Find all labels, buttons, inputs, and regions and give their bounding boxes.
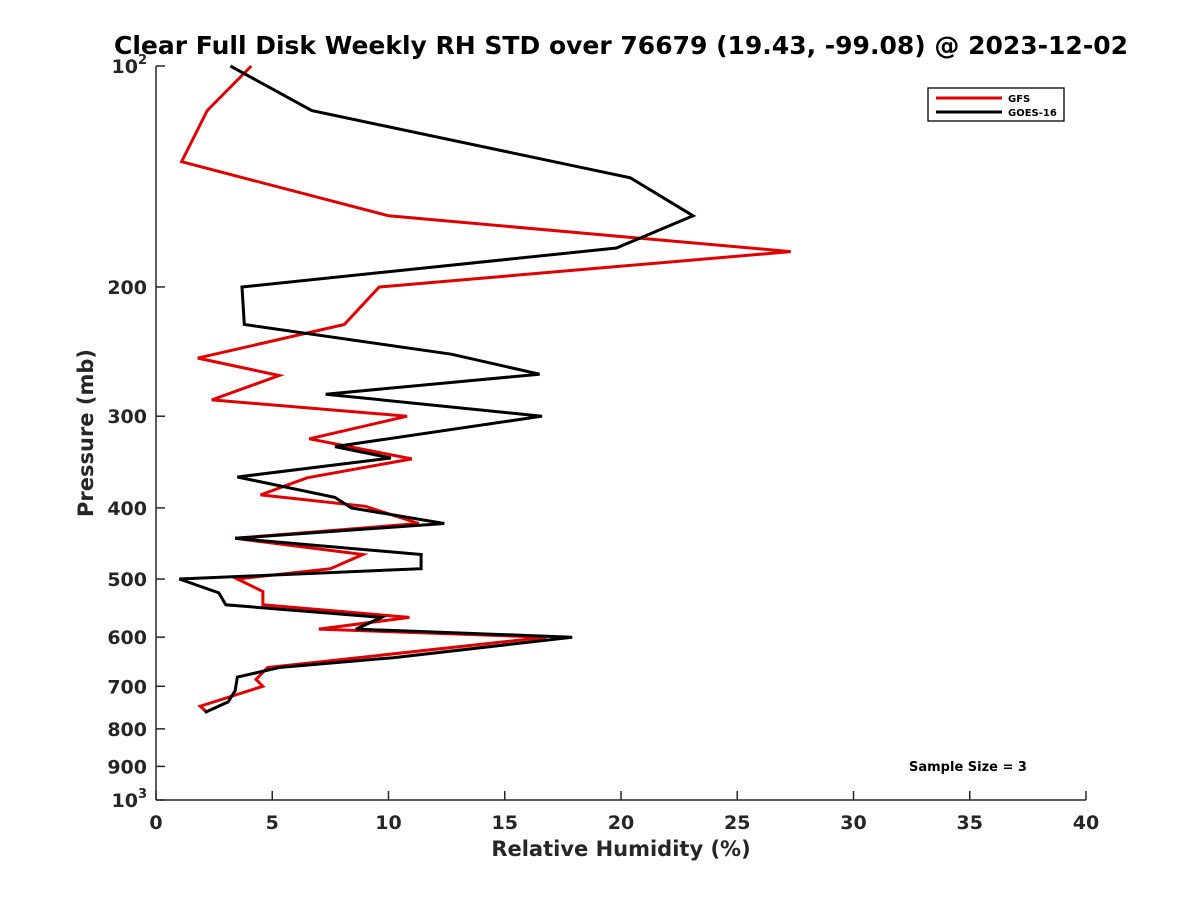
x-tick-label: 30 — [840, 812, 866, 834]
y-ticks: 102 200 300 400 500 600 700 800 900 103 — [107, 53, 165, 812]
x-axis-label: Relative Humidity (%) — [491, 837, 750, 861]
y-tick-label: 103 — [112, 787, 148, 812]
x-tick-label: 10 — [375, 812, 401, 834]
legend: GFS GOES-16 — [927, 87, 1065, 122]
y-axis-label: Pressure (mb) — [74, 349, 98, 517]
x-tick-label: 15 — [492, 812, 518, 834]
x-tick-label: 20 — [608, 812, 634, 834]
x-tick-label: 0 — [149, 812, 162, 834]
y-tick-label: 200 — [107, 277, 147, 299]
y-tick-label: 400 — [107, 498, 147, 520]
y-tick-label: 700 — [107, 676, 147, 698]
x-tick-label: 40 — [1073, 812, 1099, 834]
legend-box — [927, 87, 1065, 122]
chart-title: Clear Full Disk Weekly RH STD over 76679… — [114, 31, 1128, 60]
y-tick-label: 500 — [107, 569, 147, 591]
sample-size-annotation: Sample Size = 3 — [909, 760, 1027, 775]
y-tick-label: 102 — [112, 53, 148, 78]
legend-label-goes-16: GOES-16 — [1008, 108, 1057, 119]
y-tick-label: 600 — [107, 627, 147, 649]
series-line-gfs — [179, 64, 791, 714]
series-line-goes-16 — [178, 64, 697, 714]
x-tick-label: 5 — [266, 812, 279, 834]
x-tick-label: 35 — [957, 812, 983, 834]
x-tick-label: 25 — [724, 812, 750, 834]
y-tick-label: 800 — [107, 719, 147, 741]
y-tick-label: 900 — [107, 756, 147, 778]
y-tick-label: 300 — [107, 406, 147, 428]
legend-label-gfs: GFS — [1008, 94, 1030, 105]
x-ticks: 0 5 10 15 20 25 30 35 40 — [149, 791, 1099, 834]
series-group — [178, 64, 791, 714]
plot-area: 0 5 10 15 20 25 30 35 40 102 200 300 400 500 600 700 80… — [107, 53, 1099, 834]
